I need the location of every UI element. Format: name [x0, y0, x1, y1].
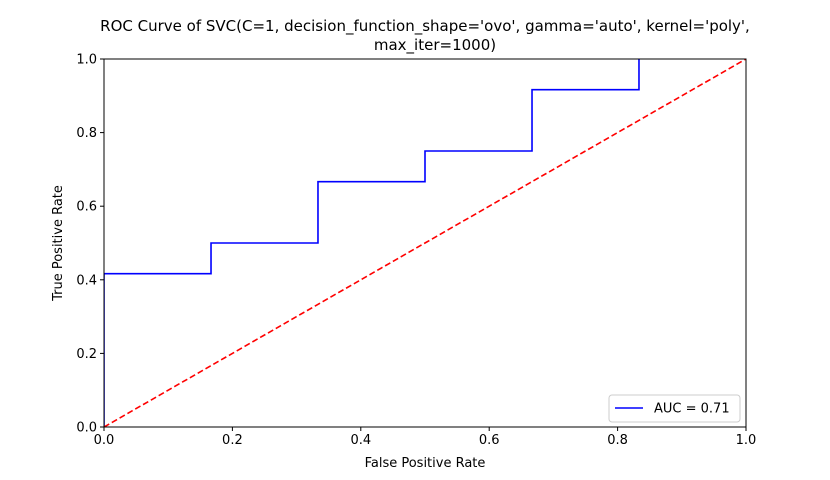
legend-box: [608, 394, 741, 423]
chance-diagonal-line: [104, 59, 746, 427]
roc-curve-line: [104, 59, 640, 427]
y-tick-label: 1.0: [76, 53, 97, 68]
chart-title-line-2: max_iter=1000): [374, 36, 496, 55]
x-tick-label: 0.6: [479, 433, 500, 448]
chart-title-line-1: ROC Curve of SVC(C=1, decision_function_…: [100, 17, 750, 36]
legend: AUC = 0.71: [608, 394, 741, 423]
x-axis-label: False Positive Rate: [365, 456, 486, 471]
y-tick-label: 0.2: [76, 347, 97, 362]
ticks-layer: 0.0 0.2 0.4 0.6 0.8 1.0 0.0 0.2 0.4 0.6 0.8 1.0: [76, 53, 756, 449]
series-layer: [104, 59, 746, 427]
y-axis-label: True Positive Rate: [51, 185, 66, 302]
y-tick-label: 0.8: [76, 126, 97, 141]
x-tick-label: 0.2: [222, 433, 243, 448]
y-tick-label: 0.0: [76, 421, 97, 436]
y-tick-label: 0.6: [76, 200, 97, 215]
plot-frame: [103, 58, 747, 428]
x-tick-label: 0.0: [94, 433, 115, 448]
y-tick-label: 0.4: [76, 273, 97, 288]
x-tick-label: 0.4: [350, 433, 371, 448]
x-tick-label: 1.0: [736, 433, 757, 448]
x-tick-label: 0.8: [607, 433, 628, 448]
legend-label: AUC = 0.71: [654, 402, 730, 417]
